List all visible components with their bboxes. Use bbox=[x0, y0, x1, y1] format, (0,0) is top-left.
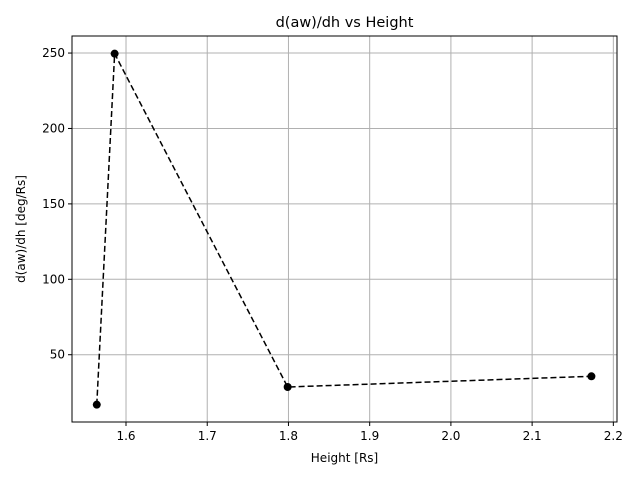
chart-title: d(aw)/dh vs Height bbox=[276, 15, 414, 31]
y-tick-label: 100 bbox=[42, 272, 65, 286]
x-tick-label: 1.7 bbox=[198, 429, 217, 443]
x-tick-label: 1.9 bbox=[360, 429, 379, 443]
data-point bbox=[587, 372, 596, 381]
axis-ticks: 1.6 1.7 1.8 1.9 2.0 2.1 2.2 50 100 150 200 250 bbox=[42, 46, 623, 443]
y-tick-label: 150 bbox=[42, 197, 65, 211]
series-layer bbox=[92, 49, 596, 409]
x-axis-label: Height [Rs] bbox=[311, 451, 378, 465]
plot-frame bbox=[71, 35, 618, 423]
y-tick-label: 50 bbox=[50, 348, 65, 362]
data-point bbox=[283, 383, 292, 392]
data-point bbox=[92, 400, 101, 409]
x-tick-label: 2.2 bbox=[604, 429, 623, 443]
x-tick-label: 2.0 bbox=[441, 429, 460, 443]
x-tick-label: 1.6 bbox=[116, 429, 135, 443]
grid bbox=[72, 36, 617, 422]
y-axis-label: d(aw)/dh [deg/Rs] bbox=[14, 175, 28, 283]
x-tick-label: 2.1 bbox=[523, 429, 542, 443]
series-line bbox=[96, 50, 592, 405]
x-tick-label: 1.8 bbox=[279, 429, 298, 443]
y-tick-label: 250 bbox=[42, 46, 65, 60]
y-tick-label: 200 bbox=[42, 121, 65, 135]
data-point bbox=[110, 49, 119, 58]
